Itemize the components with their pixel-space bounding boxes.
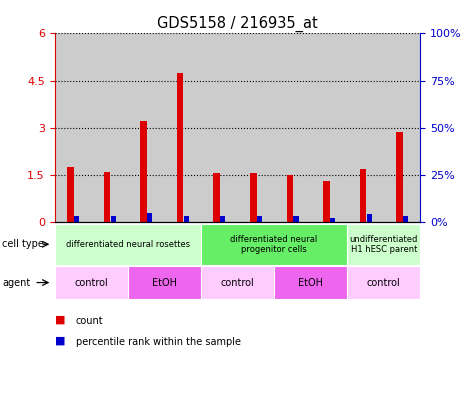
Bar (91, 33, 128, 222)
Text: EtOH: EtOH (298, 277, 323, 288)
Bar (220, 217, 226, 222)
Text: EtOH: EtOH (152, 277, 177, 288)
Bar (184, 217, 189, 222)
Bar (274, 33, 311, 222)
Bar (311, 33, 347, 222)
Text: count: count (76, 316, 104, 325)
Bar (286, 175, 293, 222)
Text: differentiated neural
progenitor cells: differentiated neural progenitor cells (230, 235, 318, 254)
Bar (177, 73, 183, 222)
Bar (323, 181, 330, 222)
Bar (213, 173, 220, 222)
Bar (104, 172, 110, 222)
Bar (396, 132, 403, 222)
Bar (360, 169, 366, 222)
Text: cell type: cell type (2, 239, 44, 249)
Bar (74, 217, 79, 222)
Bar (201, 33, 238, 222)
Bar (330, 218, 335, 222)
Bar (347, 33, 384, 222)
Text: percentile rank within the sample: percentile rank within the sample (76, 337, 241, 347)
Bar (367, 215, 372, 222)
Text: differentiated neural rosettes: differentiated neural rosettes (66, 240, 190, 249)
Bar (384, 33, 420, 222)
Text: ■: ■ (55, 336, 65, 346)
Bar (140, 121, 147, 222)
Text: control: control (220, 277, 255, 288)
Text: control: control (74, 277, 108, 288)
Bar (164, 33, 201, 222)
Text: GDS5158 / 216935_at: GDS5158 / 216935_at (157, 16, 318, 32)
Text: agent: agent (2, 277, 30, 288)
Bar (403, 217, 408, 222)
Bar (238, 33, 274, 222)
Bar (250, 173, 256, 222)
Bar (55, 33, 91, 222)
Text: undifferentiated
H1 hESC parent: undifferentiated H1 hESC parent (350, 235, 418, 254)
Bar (294, 217, 299, 222)
Bar (257, 217, 262, 222)
Bar (111, 217, 116, 222)
Bar (67, 167, 74, 222)
Text: control: control (367, 277, 401, 288)
Bar (147, 213, 152, 222)
Text: ■: ■ (55, 314, 65, 324)
Bar (128, 33, 164, 222)
